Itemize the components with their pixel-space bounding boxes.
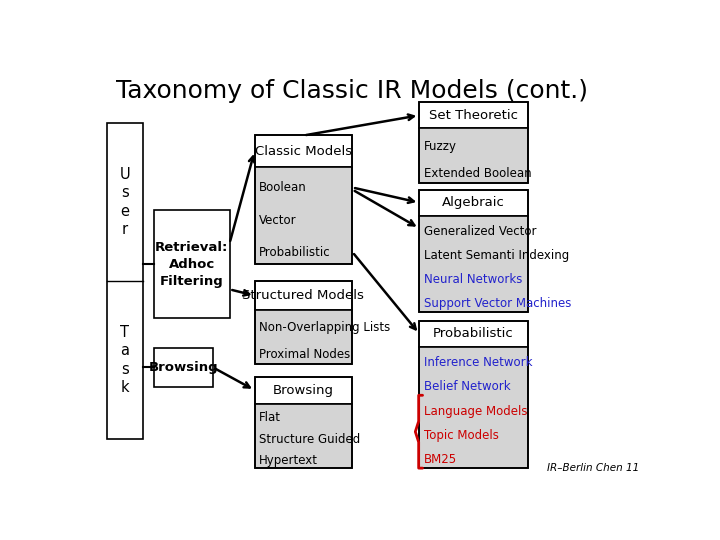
Text: Neural Networks: Neural Networks	[423, 273, 522, 286]
Text: Flat: Flat	[259, 411, 281, 424]
Text: Algebraic: Algebraic	[442, 196, 505, 209]
Bar	[419, 347, 528, 468]
Text: Language Models: Language Models	[423, 404, 527, 417]
Bar	[255, 377, 352, 468]
Text: Probabilistic: Probabilistic	[259, 246, 330, 260]
Text: Inference Network: Inference Network	[423, 356, 532, 369]
Text: Topic Models: Topic Models	[423, 429, 498, 442]
Bar	[255, 136, 352, 265]
Text: Boolean: Boolean	[259, 181, 307, 194]
Text: Proximal Nodes: Proximal Nodes	[259, 348, 351, 361]
Text: Hypertext: Hypertext	[259, 454, 318, 467]
Text: T
a
s
k: T a s k	[120, 325, 130, 395]
Text: Structure Guided: Structure Guided	[259, 433, 360, 446]
Text: U
s
e
r: U s e r	[120, 167, 130, 238]
Bar	[154, 210, 230, 319]
Bar	[419, 102, 528, 129]
Bar	[255, 167, 352, 265]
Text: BM25: BM25	[423, 453, 456, 466]
Text: Structured Models: Structured Models	[243, 289, 364, 302]
Text: Classic Models: Classic Models	[255, 145, 352, 158]
Bar	[255, 136, 352, 167]
Text: Generalized Vector: Generalized Vector	[423, 225, 536, 238]
Text: IR–Berlin Chen 11: IR–Berlin Chen 11	[547, 463, 639, 473]
Text: Browsing: Browsing	[273, 383, 334, 397]
Text: Retrieval:
Adhoc
Filtering: Retrieval: Adhoc Filtering	[155, 241, 228, 288]
Text: Vector: Vector	[259, 214, 297, 227]
Bar	[255, 404, 352, 468]
Text: Latent Semanti Indexing: Latent Semanti Indexing	[423, 249, 569, 262]
Text: Fuzzy: Fuzzy	[423, 140, 456, 153]
Bar	[255, 377, 352, 404]
Text: Support Vector Machines: Support Vector Machines	[423, 297, 571, 310]
Bar	[419, 321, 528, 468]
Bar	[255, 281, 352, 364]
Text: Taxonomy of Classic IR Models (cont.): Taxonomy of Classic IR Models (cont.)	[116, 79, 588, 103]
Bar	[154, 348, 213, 387]
Bar	[255, 310, 352, 364]
Text: Browsing: Browsing	[148, 361, 218, 374]
Text: Probabilistic: Probabilistic	[433, 327, 514, 340]
Bar	[419, 321, 528, 347]
Text: Non-Overlapping Lists: Non-Overlapping Lists	[259, 321, 390, 334]
Text: Extended Boolean: Extended Boolean	[423, 167, 531, 180]
Bar	[419, 129, 528, 183]
Text: Set Theoretic: Set Theoretic	[429, 109, 518, 122]
Bar	[419, 102, 528, 183]
Bar	[419, 216, 528, 312]
Bar	[107, 123, 143, 439]
Bar	[419, 190, 528, 216]
Text: Belief Network: Belief Network	[423, 380, 510, 393]
Bar	[419, 190, 528, 312]
Bar	[255, 281, 352, 310]
